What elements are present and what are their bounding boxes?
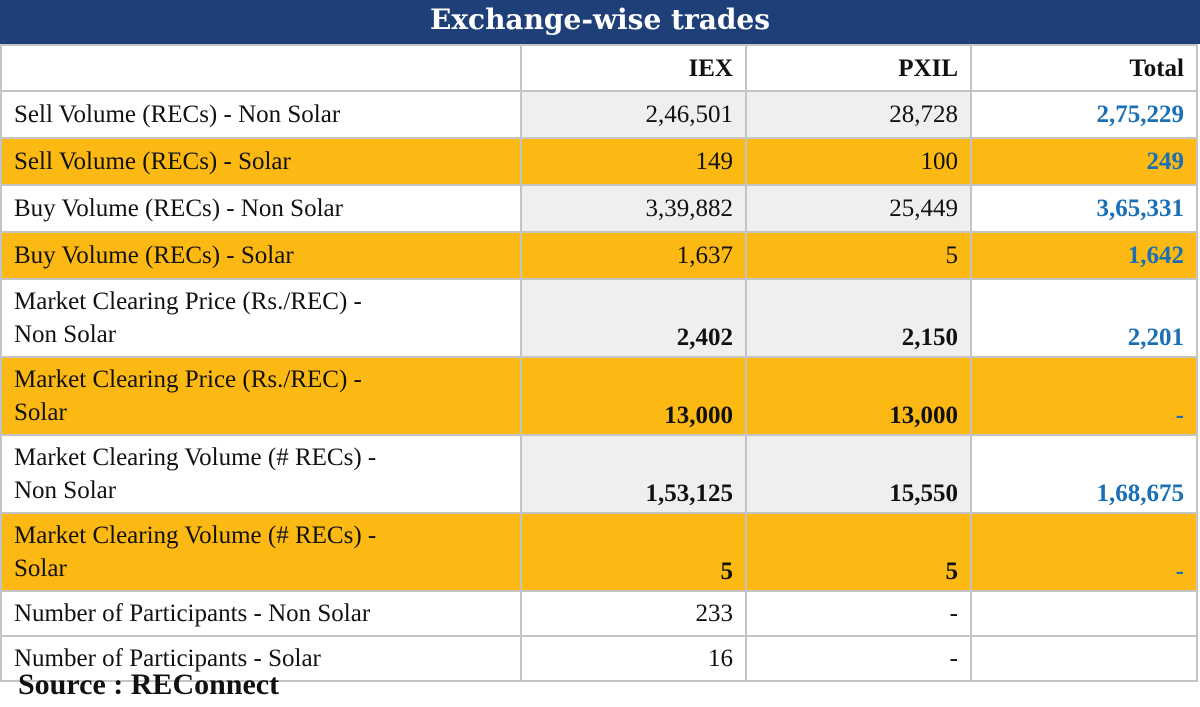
iex-value: 2,402 (520, 278, 747, 358)
row-label-line2: Non Solar (14, 321, 117, 348)
pxil-value: - (745, 590, 972, 637)
total-value (970, 635, 1198, 682)
total-value (970, 590, 1198, 637)
total-value: 3,65,331 (970, 184, 1198, 233)
total-value: - (970, 356, 1198, 436)
row-label-line1: Market Clearing Price (Rs./REC) - (14, 288, 362, 315)
iex-value: 149 (520, 137, 747, 186)
source-note: Source : REConnect (18, 668, 280, 701)
header-row: IEX PXIL Total (0, 44, 1198, 92)
total-value: - (970, 512, 1198, 592)
row-label: Market Clearing Price (Rs./REC) - Solar (0, 356, 522, 436)
total-value: 2,201 (970, 278, 1198, 358)
total-value: 249 (970, 137, 1198, 186)
row-label-line1: Market Clearing Price (Rs./REC) - (14, 366, 362, 393)
row-label-line2: Non Solar (14, 477, 117, 504)
pxil-value: 13,000 (745, 356, 972, 436)
table-row: Number of Participants - Non Solar 233 - (0, 590, 1198, 637)
pxil-value: 15,550 (745, 434, 972, 514)
total-value: 2,75,229 (970, 90, 1198, 139)
header-iex: IEX (520, 44, 747, 92)
pxil-value: - (745, 635, 972, 682)
row-label-line1: Market Clearing Volume (# RECs) - (14, 522, 377, 549)
iex-value: 16 (520, 635, 747, 682)
row-label-line1: Market Clearing Volume (# RECs) - (14, 444, 377, 471)
pxil-value: 5 (745, 231, 972, 280)
table-row: Market Clearing Volume (# RECs) - Non So… (0, 434, 1198, 514)
table-row: Buy Volume (RECs) - Solar 1,637 5 1,642 (0, 231, 1198, 280)
row-label: Buy Volume (RECs) - Solar (0, 231, 522, 280)
table-row: Market Clearing Volume (# RECs) - Solar … (0, 512, 1198, 592)
table-row: Market Clearing Price (Rs./REC) - Non So… (0, 278, 1198, 358)
iex-value: 1,53,125 (520, 434, 747, 514)
total-value: 1,642 (970, 231, 1198, 280)
pxil-value: 28,728 (745, 90, 972, 139)
row-label: Sell Volume (RECs) - Solar (0, 137, 522, 186)
row-label: Market Clearing Price (Rs./REC) - Non So… (0, 278, 522, 358)
table-title: Exchange-wise trades (0, 0, 1200, 44)
header-label-cell (0, 44, 522, 92)
iex-value: 13,000 (520, 356, 747, 436)
row-label: Number of Participants - Non Solar (0, 590, 522, 637)
exchange-trades-table: IEX PXIL Total Sell Volume (RECs) - Non … (0, 44, 1198, 682)
iex-value: 3,39,882 (520, 184, 747, 233)
header-pxil: PXIL (745, 44, 972, 92)
table-row: Sell Volume (RECs) - Solar 149 100 249 (0, 137, 1198, 186)
pxil-value: 100 (745, 137, 972, 186)
pxil-value: 5 (745, 512, 972, 592)
total-value: 1,68,675 (970, 434, 1198, 514)
row-label: Market Clearing Volume (# RECs) - Solar (0, 512, 522, 592)
row-label: Buy Volume (RECs) - Non Solar (0, 184, 522, 233)
row-label: Number of Participants - Solar (0, 635, 522, 682)
pxil-value: 2,150 (745, 278, 972, 358)
iex-value: 1,637 (520, 231, 747, 280)
row-label: Sell Volume (RECs) - Non Solar (0, 90, 522, 139)
table-row: Buy Volume (RECs) - Non Solar 3,39,882 2… (0, 184, 1198, 233)
row-label-line2: Solar (14, 399, 67, 426)
header-total: Total (970, 44, 1198, 92)
row-label: Market Clearing Volume (# RECs) - Non So… (0, 434, 522, 514)
row-label-line2: Solar (14, 555, 67, 582)
pxil-value: 25,449 (745, 184, 972, 233)
iex-value: 5 (520, 512, 747, 592)
table-row: Sell Volume (RECs) - Non Solar 2,46,501 … (0, 90, 1198, 139)
table-row: Number of Participants - Solar 16 - (0, 635, 1198, 682)
iex-value: 2,46,501 (520, 90, 747, 139)
table-row: Market Clearing Price (Rs./REC) - Solar … (0, 356, 1198, 436)
iex-value: 233 (520, 590, 747, 637)
